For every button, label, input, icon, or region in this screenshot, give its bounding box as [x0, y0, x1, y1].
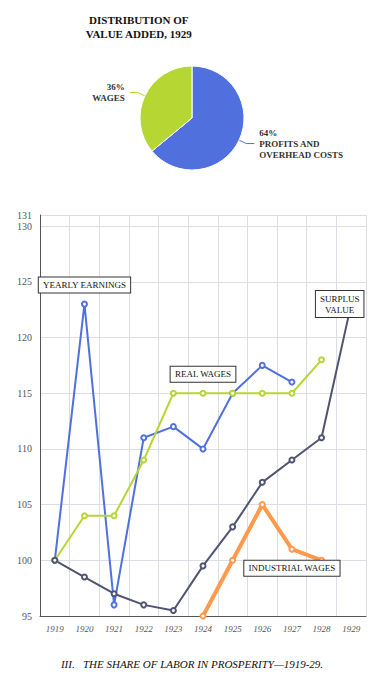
svg-text:125: 125 — [17, 276, 32, 287]
svg-text:DISTRIBUTION OF: DISTRIBUTION OF — [89, 14, 189, 26]
svg-text:WAGES: WAGES — [92, 93, 125, 103]
svg-text:YEARLY EARNINGS: YEARLY EARNINGS — [43, 280, 126, 290]
svg-text:1920: 1920 — [75, 624, 94, 634]
svg-text:SURPLUS: SURPLUS — [320, 294, 360, 304]
svg-text:1922: 1922 — [135, 624, 154, 634]
svg-text:36%: 36% — [107, 82, 125, 92]
svg-text:1923: 1923 — [164, 624, 183, 634]
svg-text:OVERHEAD COSTS: OVERHEAD COSTS — [259, 150, 343, 160]
svg-text:1929: 1929 — [342, 624, 361, 634]
svg-text:95: 95 — [22, 611, 32, 622]
svg-text:1919: 1919 — [46, 624, 65, 634]
svg-text:REAL WAGES: REAL WAGES — [175, 369, 231, 379]
svg-text:1921: 1921 — [105, 624, 123, 634]
svg-text:115: 115 — [17, 388, 32, 399]
svg-text:1924: 1924 — [194, 624, 213, 634]
svg-text:110: 110 — [17, 443, 32, 454]
svg-text:105: 105 — [17, 499, 32, 510]
svg-text:1926: 1926 — [253, 624, 272, 634]
svg-text:VALUE: VALUE — [325, 305, 355, 315]
svg-text:130: 130 — [17, 221, 32, 232]
svg-text:1925: 1925 — [224, 624, 243, 634]
svg-text:1927: 1927 — [283, 624, 302, 634]
svg-text:120: 120 — [17, 332, 32, 343]
svg-text:131: 131 — [17, 210, 32, 221]
svg-text:64%: 64% — [259, 128, 277, 138]
svg-text:III. THE SHARE OF LABOR IN P: III. THE SHARE OF LABOR IN PROSPERITY—19… — [60, 658, 323, 670]
svg-text:INDUSTRIAL WAGES: INDUSTRIAL WAGES — [249, 563, 336, 573]
svg-text:1928: 1928 — [313, 624, 332, 634]
svg-text:100: 100 — [17, 555, 32, 566]
svg-text:PROFITS AND: PROFITS AND — [259, 139, 320, 149]
svg-text:VALUE ADDED, 1929: VALUE ADDED, 1929 — [86, 28, 192, 40]
